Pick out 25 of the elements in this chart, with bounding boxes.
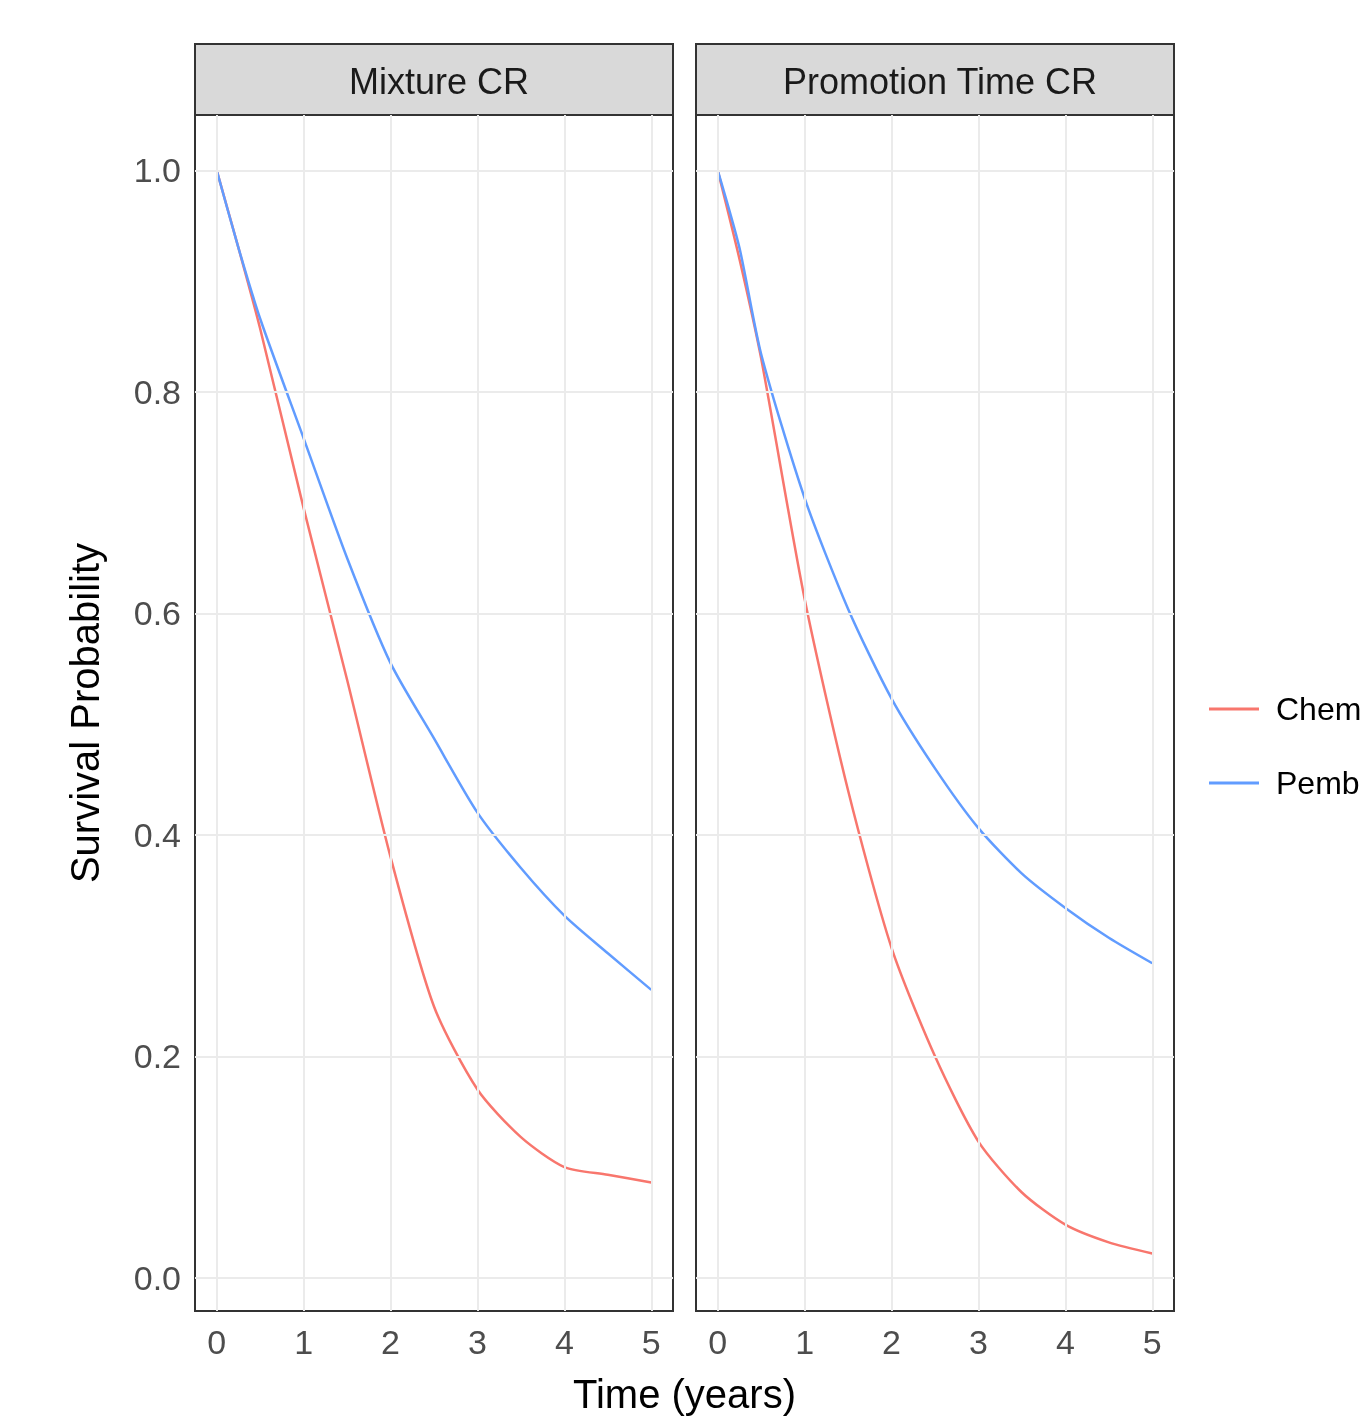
x-tick-label: 1	[795, 1323, 815, 1361]
y-tick-label: 1.0	[133, 151, 181, 190]
x-axis-title: Time (years)	[572, 1372, 797, 1417]
x-tick-label: 4	[1055, 1323, 1075, 1361]
x-tick-label: 1	[294, 1323, 314, 1361]
y-axis-title: Survival Probability	[63, 542, 107, 884]
chart-title: Promotion Time CR	[782, 60, 1098, 102]
x-tick-label: 5	[641, 1323, 661, 1361]
legend-label: Chem	[1276, 691, 1362, 727]
x-tick-label: 3	[467, 1323, 487, 1361]
x-tick-label: 0	[708, 1323, 728, 1361]
y-tick-label: 0.8	[133, 372, 181, 411]
chart-title: Mixture CR	[348, 60, 530, 102]
x-tick-label: 5	[1142, 1323, 1162, 1361]
line-series	[215, 169, 653, 992]
x-tick-label: 2	[882, 1323, 902, 1361]
legend-label: Pemb	[1276, 765, 1360, 801]
x-tick-label: 2	[381, 1323, 401, 1361]
y-tick-label: 0.2	[133, 1037, 181, 1076]
y-tick-label: 0.6	[133, 594, 181, 633]
y-tick-label: 0.4	[133, 815, 181, 854]
x-tick-label: 3	[968, 1323, 988, 1361]
x-tick-label: 0	[207, 1323, 227, 1361]
y-tick-label: 0.0	[133, 1258, 181, 1297]
x-tick-label: 4	[554, 1323, 574, 1361]
